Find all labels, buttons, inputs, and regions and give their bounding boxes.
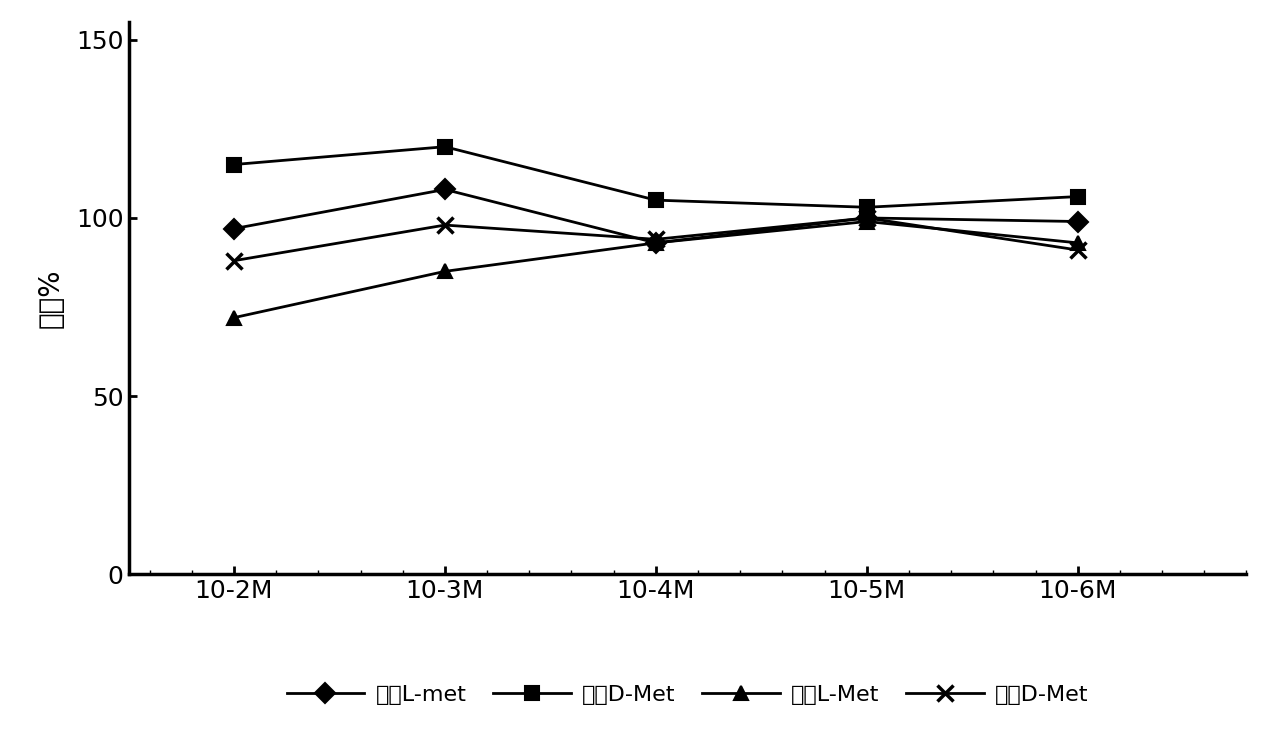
改良D-Met <box>1070 192 1086 201</box>
常规D-Met <box>648 235 663 244</box>
Legend: 改良L-met, 改良D-Met, 常规L-Met, 常规D-Met: 改良L-met, 改良D-Met, 常规L-Met, 常规D-Met <box>275 673 1100 715</box>
常规D-Met <box>860 213 875 222</box>
改良L-met <box>1070 217 1086 226</box>
Line: 常规D-Met: 常规D-Met <box>226 210 1086 269</box>
Y-axis label: 对照%: 对照% <box>37 269 66 328</box>
改良L-met <box>437 185 452 194</box>
常规L-Met <box>437 267 452 276</box>
改良D-Met <box>437 142 452 151</box>
常规D-Met <box>437 221 452 230</box>
Line: 常规L-Met: 常规L-Met <box>227 215 1085 325</box>
常规D-Met <box>1070 246 1086 255</box>
改良L-met <box>648 238 663 247</box>
常规L-Met <box>860 217 875 226</box>
常规D-Met <box>226 256 242 265</box>
改良D-Met <box>860 203 875 212</box>
改良L-met <box>226 224 242 233</box>
Line: 改良D-Met: 改良D-Met <box>227 140 1085 214</box>
改良L-met <box>860 213 875 222</box>
改良D-Met <box>226 160 242 169</box>
改良D-Met <box>648 196 663 205</box>
常规L-Met <box>226 314 242 322</box>
Line: 改良L-met: 改良L-met <box>227 183 1085 250</box>
常规L-Met <box>648 238 663 247</box>
常规L-Met <box>1070 238 1086 247</box>
